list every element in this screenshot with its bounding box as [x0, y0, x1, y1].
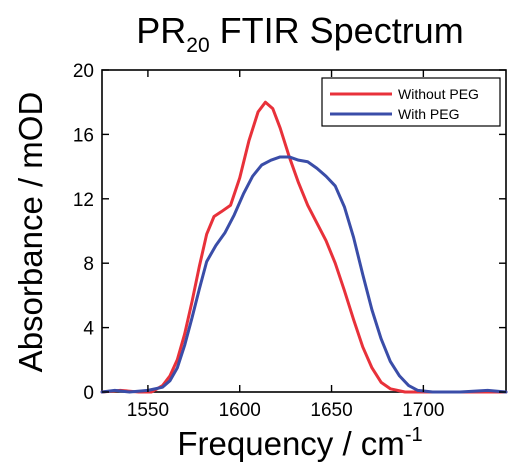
series-line-with-peg: [100, 155, 508, 394]
y-tick-label-16: 16: [73, 125, 94, 146]
plot-area: [100, 100, 508, 394]
legend-label-without-peg: Without PEG: [398, 86, 479, 102]
x-tick-label-1650: 1650: [310, 400, 352, 421]
legend: Without PEG With PEG: [321, 77, 501, 127]
chart-title: PR20 FTIR Spectrum: [136, 10, 463, 57]
series-line-without-peg: [100, 100, 508, 394]
legend-box: [321, 77, 501, 127]
x-tick-label-1700: 1700: [402, 400, 444, 421]
x-tick-label-1600: 1600: [219, 400, 261, 421]
x-axis-title: Frequency / cm-1: [177, 424, 422, 462]
y-axis-title: Absorbance / mOD: [12, 92, 49, 373]
y-tick-label-4: 4: [83, 319, 94, 340]
x-tick-label-1550: 1550: [127, 400, 169, 421]
y-tick-label-12: 12: [73, 190, 94, 211]
y-tick-label-20: 20: [73, 61, 94, 82]
legend-label-with-peg: With PEG: [398, 106, 459, 122]
plot-frame: [101, 69, 507, 393]
axis-ticks: 1550 1600 1650 1700 0 4 8 12 16 20: [73, 61, 506, 421]
y-tick-label-8: 8: [83, 254, 94, 275]
y-tick-label-0: 0: [83, 383, 94, 404]
